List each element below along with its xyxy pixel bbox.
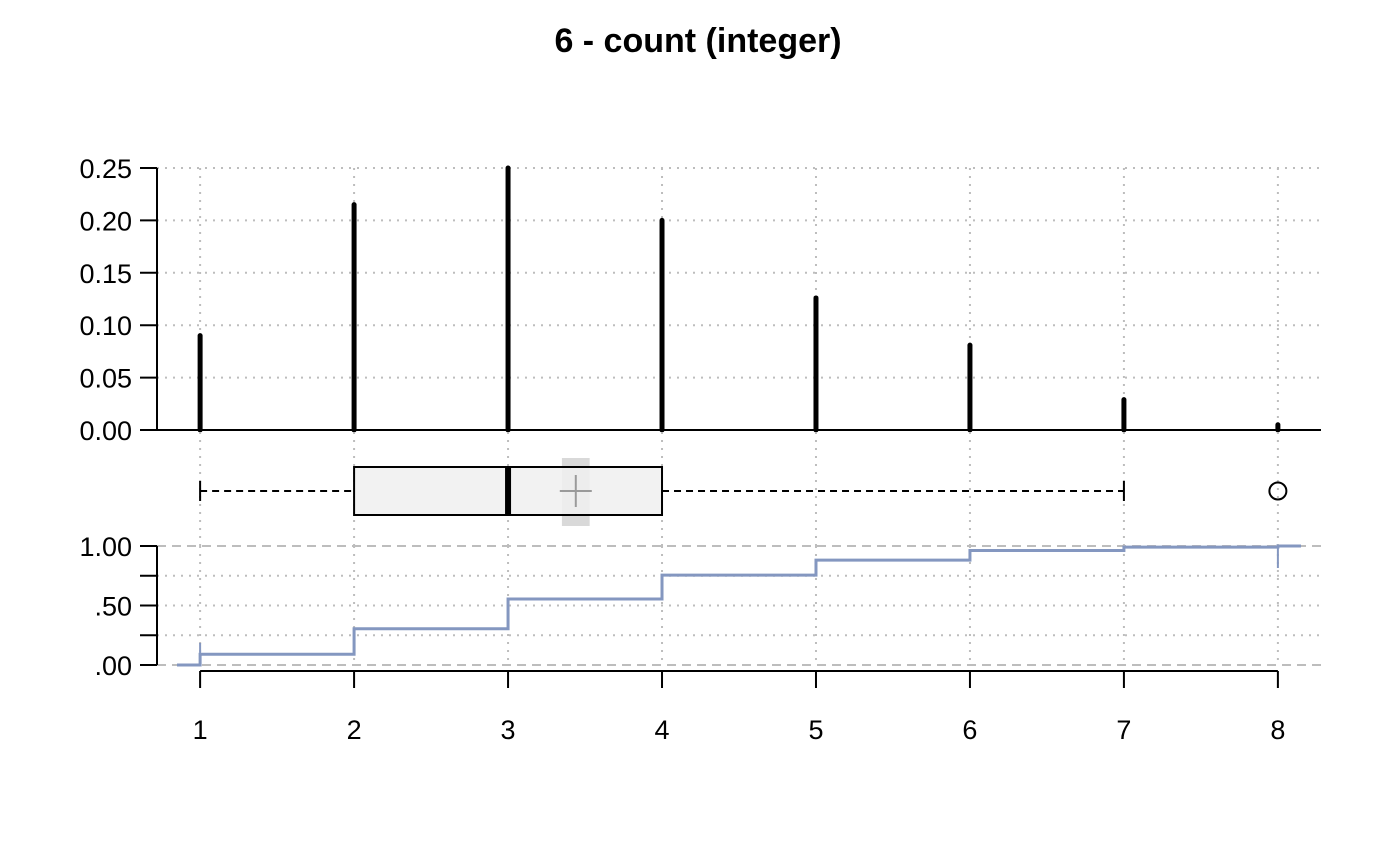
chart-title: 6 - count (integer) [554,22,841,60]
freq-y-tick-label: 0.05 [79,364,132,394]
ecdf-y-tick-label: .00 [94,651,132,681]
boxplot-panel [199,432,1288,546]
x-tick-label: 3 [501,715,516,745]
freq-y-tick-label: 0.15 [79,259,132,289]
x-tick-label: 4 [655,715,670,745]
x-tick-label: 2 [347,715,362,745]
ecdf-panel: .00 .50 1.00 [79,532,1321,681]
freq-y-tick-label: 0.25 [79,154,132,184]
x-tick-label: 6 [962,715,977,745]
ecdf-y-tick-label: .50 [94,592,132,622]
frequency-panel: 0.00 0.05 0.10 0.15 0.20 0.25 [79,154,1321,446]
x-tick-label: 8 [1270,715,1285,745]
freq-y-tick-label: 0.20 [79,206,132,236]
ecdf-step-line [177,544,1301,667]
freq-y-tick-label: 0.10 [79,311,132,341]
freq-y-tick-label: 0.00 [79,416,132,446]
x-tick-label: 1 [193,715,208,745]
x-tick-label: 5 [808,715,823,745]
x-tick-label: 7 [1116,715,1131,745]
ecdf-y-tick-label: 1.00 [79,532,132,562]
x-axis: 1 2 3 4 5 6 7 8 [193,670,1285,745]
outlier-point [1268,481,1288,501]
